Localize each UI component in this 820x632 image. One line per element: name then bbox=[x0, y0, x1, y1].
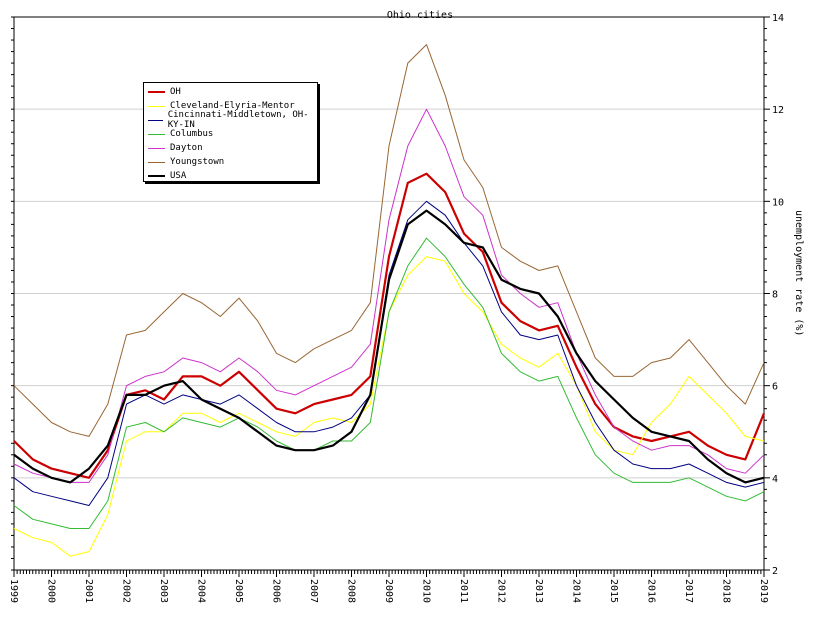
x-tick-label: 2009 bbox=[383, 579, 394, 603]
y-tick-label: 8 bbox=[772, 290, 778, 301]
x-tick-label: 2002 bbox=[121, 579, 132, 603]
legend-swatch bbox=[148, 91, 165, 93]
chart-legend: OH Cleveland-Elyria-Mentor Cincinnati-Midd… bbox=[143, 82, 318, 182]
x-tick-label: 2007 bbox=[308, 579, 319, 603]
legend-label: Cincinnati-Middletown, OH-KY-IN bbox=[167, 110, 309, 130]
x-tick-label: 2019 bbox=[758, 579, 769, 603]
series-line-oh bbox=[13, 172, 766, 479]
legend-swatch bbox=[148, 119, 163, 121]
x-tick-label: 1999 bbox=[8, 579, 19, 603]
y-tick-label: 4 bbox=[772, 474, 778, 485]
x-tick-label: 2010 bbox=[421, 579, 432, 603]
x-tick-label: 2014 bbox=[571, 579, 582, 603]
legend-item: Cincinnati-Middletown, OH-KY-IN bbox=[148, 110, 313, 130]
x-tick-label: 2003 bbox=[158, 579, 169, 603]
y-tick-label: 2 bbox=[772, 566, 778, 577]
x-tick-label: 2001 bbox=[83, 579, 94, 603]
legend-item: Columbus bbox=[148, 127, 313, 141]
legend-swatch bbox=[148, 161, 165, 163]
series-line-cincinnati-middletown-oh-ky-in bbox=[13, 200, 765, 506]
x-tick-label: 2013 bbox=[533, 579, 544, 603]
chart-title: Ohio cities bbox=[386, 10, 454, 21]
x-tick-label: 2015 bbox=[608, 579, 619, 603]
x-tick-label: 2011 bbox=[458, 579, 469, 603]
series-line-columbus bbox=[13, 237, 765, 529]
x-tick-label: 2018 bbox=[721, 579, 732, 603]
y-tick-label: 14 bbox=[772, 13, 784, 24]
series-line-cleveland-elyria-mentor bbox=[13, 256, 765, 557]
legend-label: Columbus bbox=[170, 129, 214, 139]
legend-label: Dayton bbox=[170, 143, 203, 153]
legend-label: Cleveland-Elyria-Mentor bbox=[170, 101, 295, 111]
legend-swatch bbox=[148, 175, 165, 177]
x-tick-label: 2016 bbox=[646, 579, 657, 603]
legend-item: USA bbox=[148, 169, 313, 183]
legend-swatch bbox=[148, 105, 165, 107]
legend-label: USA bbox=[170, 171, 187, 181]
legend-swatch bbox=[148, 147, 165, 149]
legend-item: Cleveland-Elyria-Mentor bbox=[148, 99, 313, 113]
legend-item: Youngstown bbox=[148, 155, 313, 169]
y-axis-label: unemployment rate (%) bbox=[793, 210, 804, 337]
x-tick-label: 2005 bbox=[233, 579, 244, 603]
y-tick-label: 10 bbox=[772, 197, 784, 208]
legend-swatch bbox=[148, 133, 165, 135]
series-line-dayton bbox=[13, 108, 765, 483]
y-tick-label: 12 bbox=[772, 105, 784, 116]
x-tick-label: 2012 bbox=[496, 579, 507, 603]
x-tick-label: 2017 bbox=[683, 579, 694, 603]
series-line-youngstown bbox=[13, 44, 765, 437]
y-tick-label: 6 bbox=[772, 382, 778, 393]
x-tick-label: 2006 bbox=[271, 579, 282, 603]
legend-label: OH bbox=[170, 87, 181, 97]
x-tick-label: 2000 bbox=[46, 579, 57, 603]
x-tick-label: 2004 bbox=[196, 579, 207, 603]
series-line-usa bbox=[13, 209, 765, 484]
legend-item: OH bbox=[148, 85, 313, 99]
x-tick-label: 2008 bbox=[346, 579, 357, 603]
legend-label: Youngstown bbox=[170, 157, 225, 167]
legend-item: Dayton bbox=[148, 141, 313, 155]
